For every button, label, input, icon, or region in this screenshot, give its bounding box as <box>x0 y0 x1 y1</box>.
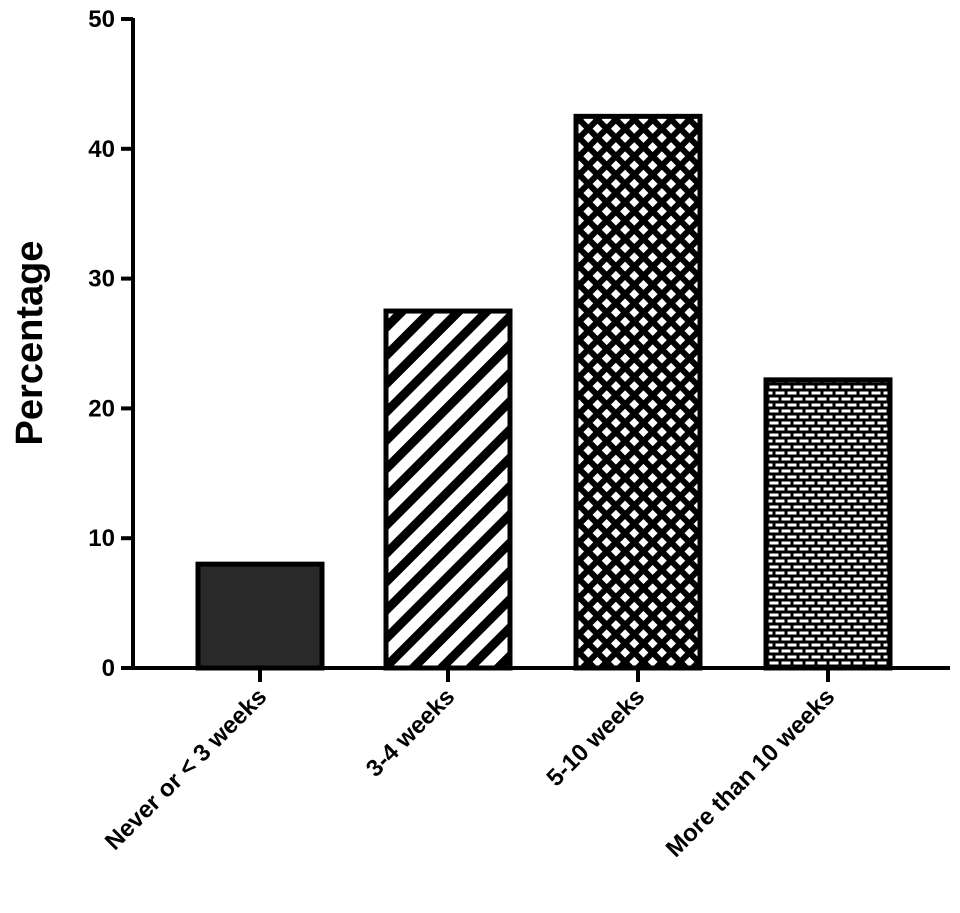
y-tick-label: 50 <box>88 6 115 33</box>
x-tick-label: 5-10 weeks <box>542 683 651 792</box>
y-tick-label: 0 <box>102 655 115 682</box>
y-axis-ticks: 0 10 20 30 40 50 <box>88 6 133 682</box>
y-axis-title: Percentage <box>9 241 51 446</box>
bar-1 <box>195 561 325 671</box>
x-axis-ticks: Never or < 3 weeks 3-4 weeks 5-10 weeks Mor… <box>100 668 840 863</box>
bars <box>195 113 893 671</box>
x-tick-label: 3-4 weeks <box>361 683 460 782</box>
x-tick-label: More than 10 weeks <box>661 683 840 862</box>
y-tick-label: 30 <box>88 266 115 293</box>
y-tick-label: 20 <box>88 395 115 422</box>
y-tick-label: 40 <box>88 136 115 163</box>
bar-3 <box>573 113 703 671</box>
bar-4 <box>763 377 893 671</box>
bar-2 <box>383 308 513 671</box>
x-tick-label: Never or < 3 weeks <box>100 683 272 855</box>
y-tick-label: 10 <box>88 525 115 552</box>
